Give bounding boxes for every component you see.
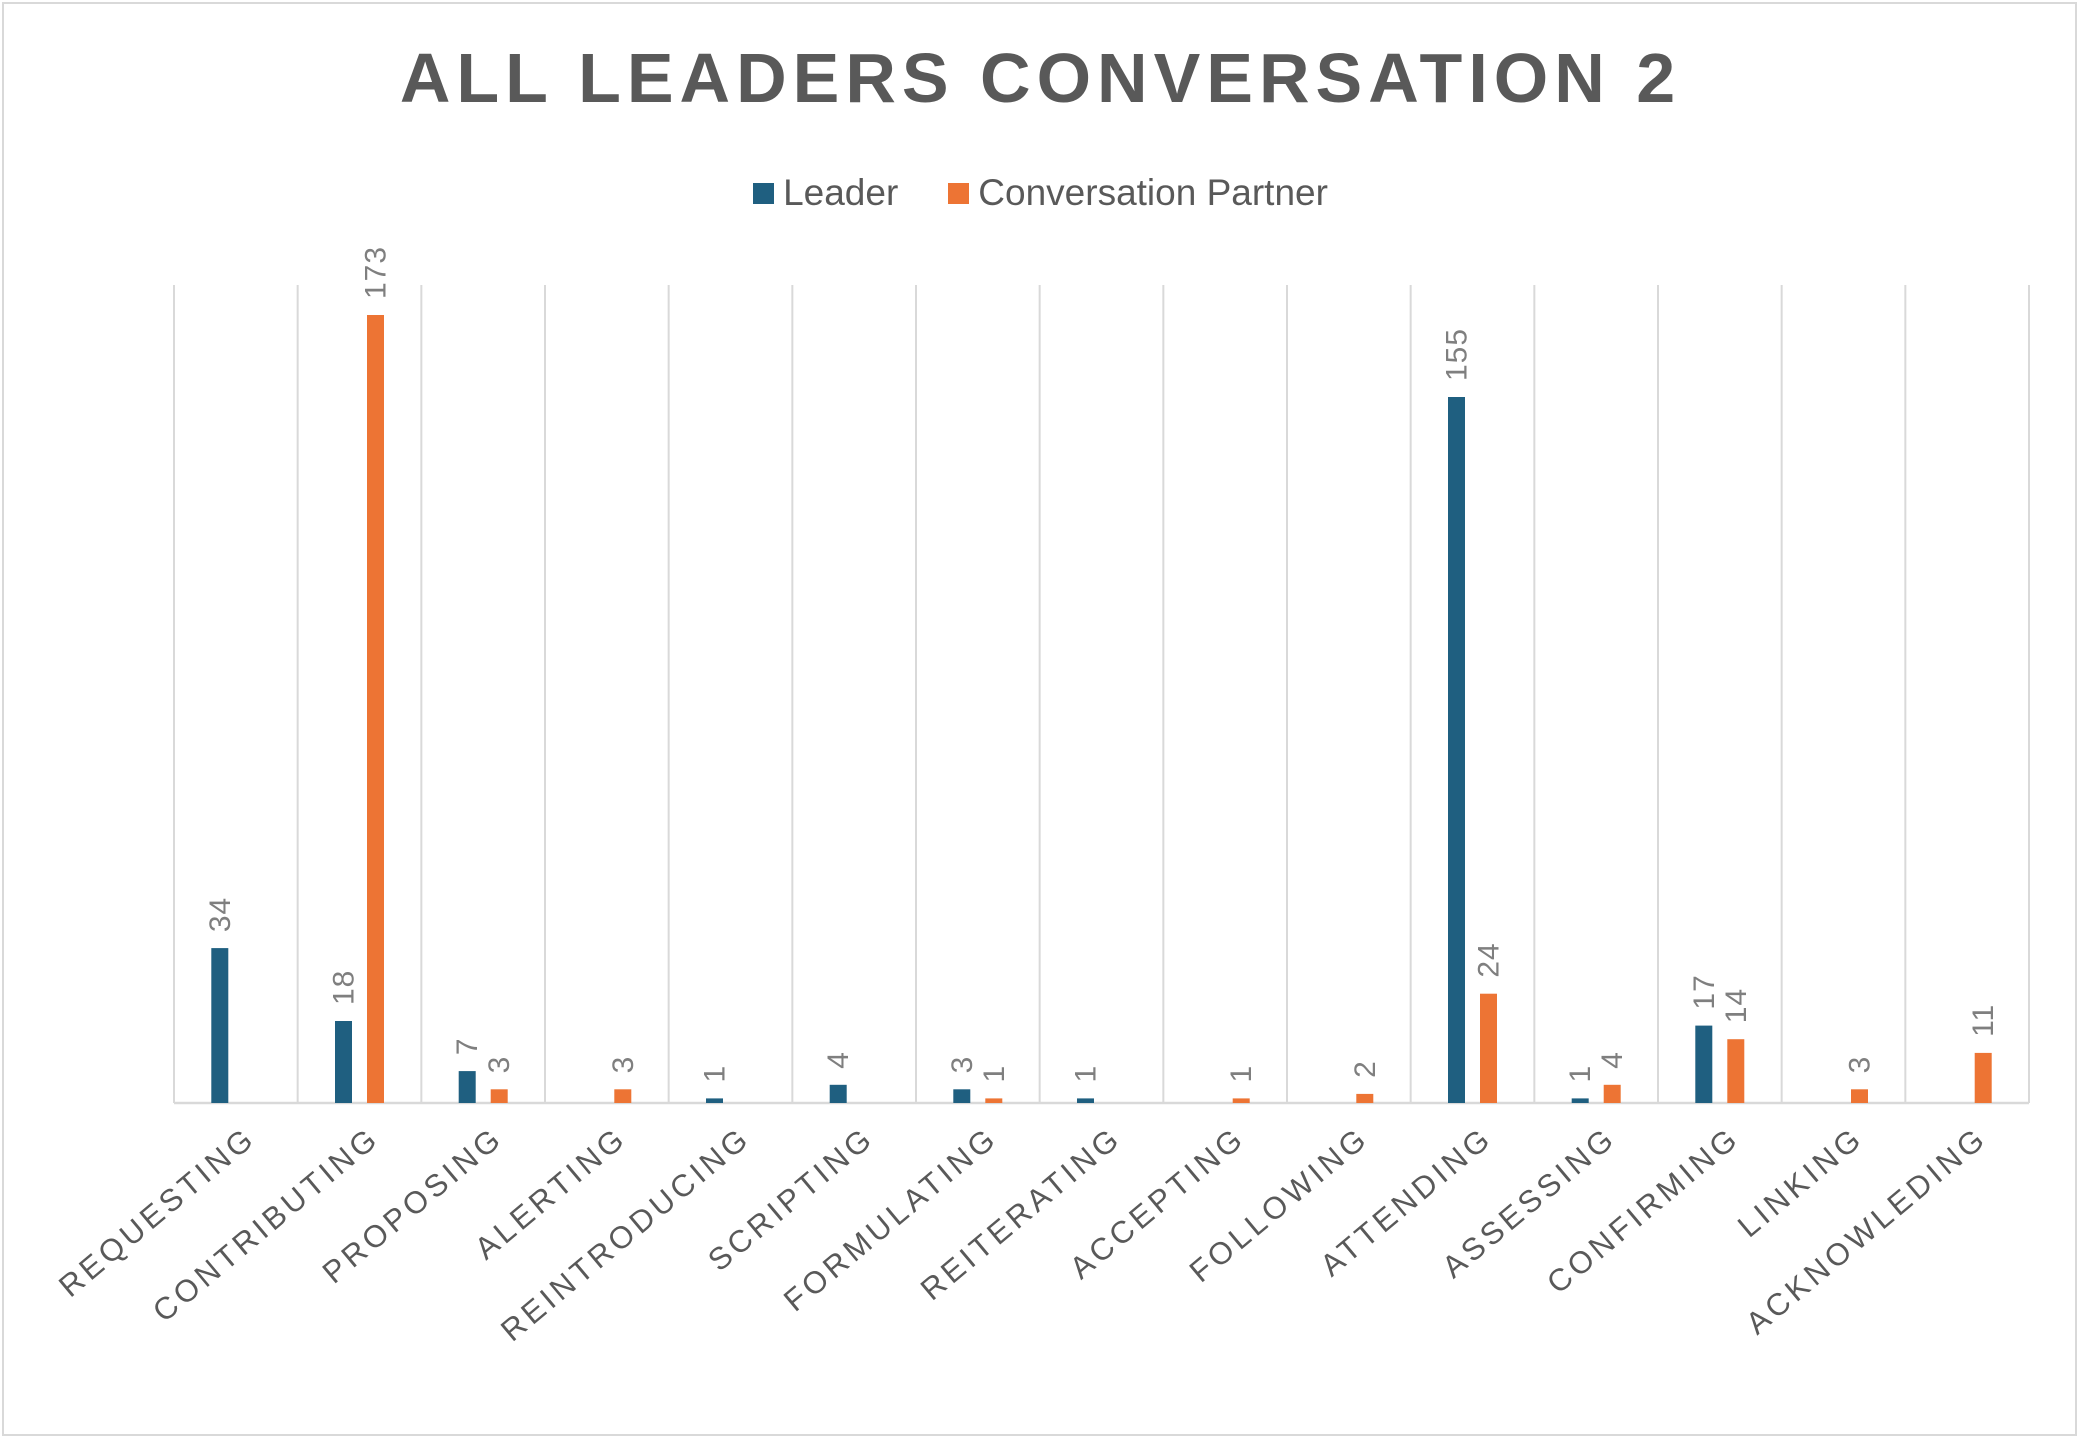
legend-swatch-leader: [753, 182, 775, 204]
data-label-conversation-partner: 1: [978, 1065, 1011, 1083]
bar-conversation-partner-following: [1356, 1093, 1374, 1103]
bar-conversation-partner-accepting: [1232, 1098, 1250, 1103]
bar-leader-proposing: [458, 1071, 476, 1103]
bar-leader-formulating: [953, 1089, 971, 1103]
bar-conversation-partner-assessing: [1603, 1084, 1621, 1103]
legend-label-leader: Leader: [783, 172, 899, 213]
bar-conversation-partner-acknowleding: [1974, 1052, 1992, 1103]
bar-leader-assessing: [1571, 1098, 1589, 1103]
data-label-leader: 18: [328, 970, 361, 1005]
data-label-conversation-partner: 2: [1349, 1060, 1382, 1078]
category-label: CONTRIBUTING: [146, 1120, 386, 1329]
data-label-leader: 17: [1688, 974, 1721, 1009]
data-label-conversation-partner: 3: [607, 1056, 640, 1074]
data-label-conversation-partner: 1: [1225, 1065, 1258, 1083]
bar-leader-contributing: [335, 1021, 352, 1103]
legend-label-conversation-partner: Conversation Partner: [978, 172, 1328, 213]
data-label-conversation-partner: 3: [1844, 1056, 1877, 1074]
bar-conversation-partner-alerting: [614, 1089, 632, 1103]
category-label: ACKNOWLEDING: [1739, 1120, 1994, 1342]
category-label: REINTRODUCING: [494, 1120, 757, 1349]
category-label: REITERATING: [914, 1120, 1128, 1308]
bar-leader-confirming: [1695, 1025, 1713, 1103]
data-label-conversation-partner: 14: [1720, 988, 1753, 1023]
data-label-leader: 7: [451, 1037, 484, 1055]
legend-item-leader: Leader: [753, 172, 898, 214]
data-label-conversation-partner: 173: [360, 246, 393, 299]
data-label-leader: 3: [946, 1056, 979, 1074]
legend: Leader Conversation Partner: [0, 172, 2081, 214]
bar-conversation-partner-linking: [1851, 1089, 1868, 1103]
bar-leader-reintroducing: [706, 1098, 723, 1103]
bar-conversation-partner-contributing: [367, 315, 384, 1103]
data-label-conversation-partner: 24: [1473, 942, 1506, 977]
data-label-leader: 4: [822, 1051, 855, 1069]
bar-conversation-partner-proposing: [490, 1089, 508, 1103]
data-label-leader: 155: [1441, 328, 1474, 381]
bar-conversation-partner-attending: [1480, 993, 1497, 1103]
bar-leader-attending: [1448, 397, 1465, 1103]
data-label-leader: 1: [699, 1065, 732, 1083]
data-label-leader: 1: [1564, 1065, 1597, 1083]
data-label-conversation-partner: 4: [1596, 1051, 1629, 1069]
bar-leader-scripting: [829, 1084, 847, 1103]
bar-leader-requesting: [211, 948, 229, 1103]
bar-conversation-partner-confirming: [1727, 1039, 1745, 1103]
data-label-leader: 34: [204, 897, 237, 932]
data-label-leader: 1: [1070, 1065, 1103, 1083]
bar-conversation-partner-formulating: [985, 1098, 1003, 1103]
legend-swatch-conversation-partner: [948, 182, 970, 204]
chart-title: ALL LEADERS CONVERSATION 2: [399, 39, 1682, 117]
data-label-conversation-partner: 11: [1967, 1004, 2000, 1037]
legend-item-conversation-partner: Conversation Partner: [948, 172, 1328, 214]
category-label: FORMULATING: [777, 1120, 1004, 1319]
data-label-conversation-partner: 3: [483, 1056, 516, 1074]
bar-leader-reiterating: [1077, 1098, 1094, 1103]
